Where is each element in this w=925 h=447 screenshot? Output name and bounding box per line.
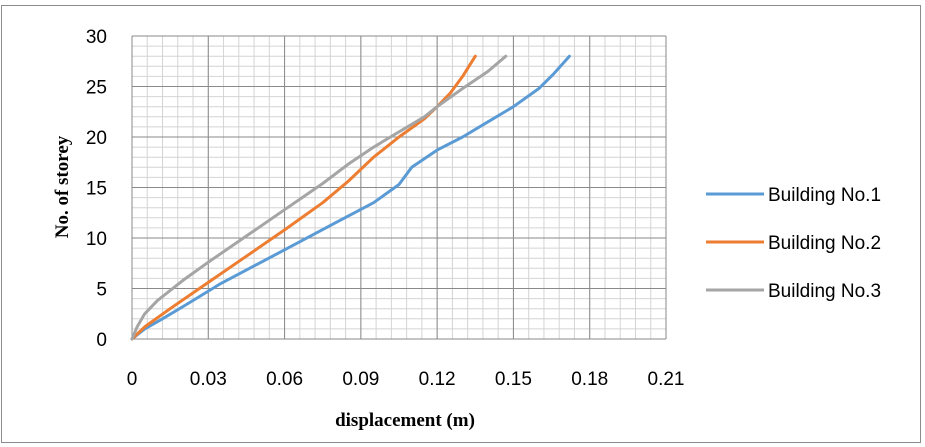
x-tick-label: 0.18 <box>571 369 608 390</box>
y-axis-title: No. of storey <box>52 135 73 238</box>
y-tick-label: 15 <box>86 179 107 200</box>
major-gridlines <box>131 35 667 340</box>
y-tick-label: 30 <box>86 27 107 48</box>
y-tick-label: 10 <box>86 229 107 250</box>
series-line-1 <box>130 54 571 341</box>
x-tick-label: 0.12 <box>419 369 456 390</box>
x-tick-label: 0.15 <box>495 369 532 390</box>
legend: Building No.1 Building No.2 Building No.3 <box>706 185 881 302</box>
y-tick-labels: 0 5 10 15 20 25 30 <box>86 27 107 351</box>
y-tick-label: 25 <box>86 78 107 99</box>
x-tick-labels: 0 0.03 0.06 0.09 0.12 0.15 0.18 0.21 <box>127 369 685 390</box>
y-tick-label: 5 <box>96 280 107 301</box>
x-axis-title: displacement (m) <box>335 410 475 431</box>
x-tick-label: 0.09 <box>342 369 379 390</box>
x-tick-label: 0.06 <box>266 369 303 390</box>
legend-label-1: Building No.1 <box>768 185 881 206</box>
legend-label-2: Building No.2 <box>768 233 881 254</box>
x-tick-label: 0.03 <box>190 369 227 390</box>
y-tick-label: 20 <box>86 128 107 149</box>
y-tick-label: 0 <box>96 330 107 351</box>
x-tick-label: 0 <box>127 369 138 390</box>
series-lines <box>130 54 571 341</box>
x-tick-label: 0.21 <box>648 369 685 390</box>
legend-label-3: Building No.3 <box>768 281 881 302</box>
series-line-3 <box>130 54 508 341</box>
series-line-2 <box>130 54 477 341</box>
